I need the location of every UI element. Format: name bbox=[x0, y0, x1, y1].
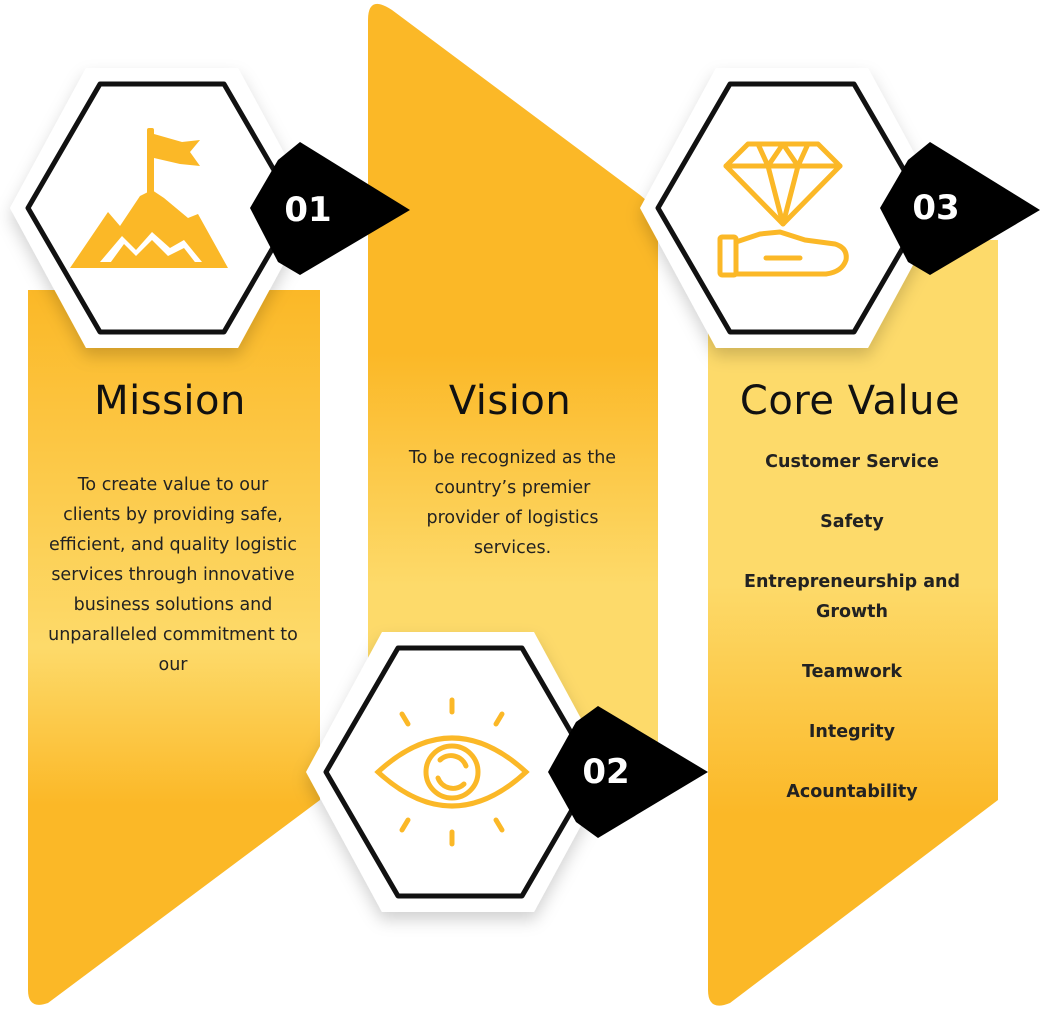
core-value-item: Customer Service bbox=[765, 452, 939, 472]
mission-number: 01 bbox=[284, 190, 332, 230]
eye-icon bbox=[374, 697, 530, 847]
mission-text: To create value to our clients by provid… bbox=[48, 475, 298, 675]
badge-03 bbox=[880, 142, 1040, 275]
vision-number: 02 bbox=[582, 752, 630, 792]
core-value-panel bbox=[708, 240, 998, 1006]
badge-02 bbox=[548, 706, 708, 838]
core-value-item: Safety bbox=[820, 512, 884, 532]
core-value-number: 03 bbox=[912, 188, 960, 228]
core-value-item: Integrity bbox=[808, 722, 896, 742]
vision-title: Vision bbox=[448, 378, 572, 424]
mountain-flag-icon bbox=[70, 128, 228, 268]
core-value-item: Acountability bbox=[786, 782, 918, 802]
diamond-hand-icon bbox=[717, 141, 849, 278]
core-value-item: Teamwork bbox=[802, 662, 902, 682]
core-value-title: Core Value bbox=[739, 378, 961, 424]
vision-panel bbox=[368, 3, 658, 780]
mission-panel bbox=[28, 290, 320, 1005]
core-value-list: Customer Service Safety Entrepreneurship… bbox=[722, 447, 982, 837]
badge-01 bbox=[250, 142, 410, 275]
core-value-item: Entrepreneurship and Growth bbox=[743, 572, 960, 622]
vision-text: To be recognized as the country’s premie… bbox=[408, 448, 617, 558]
mission-title: Mission bbox=[94, 378, 246, 424]
